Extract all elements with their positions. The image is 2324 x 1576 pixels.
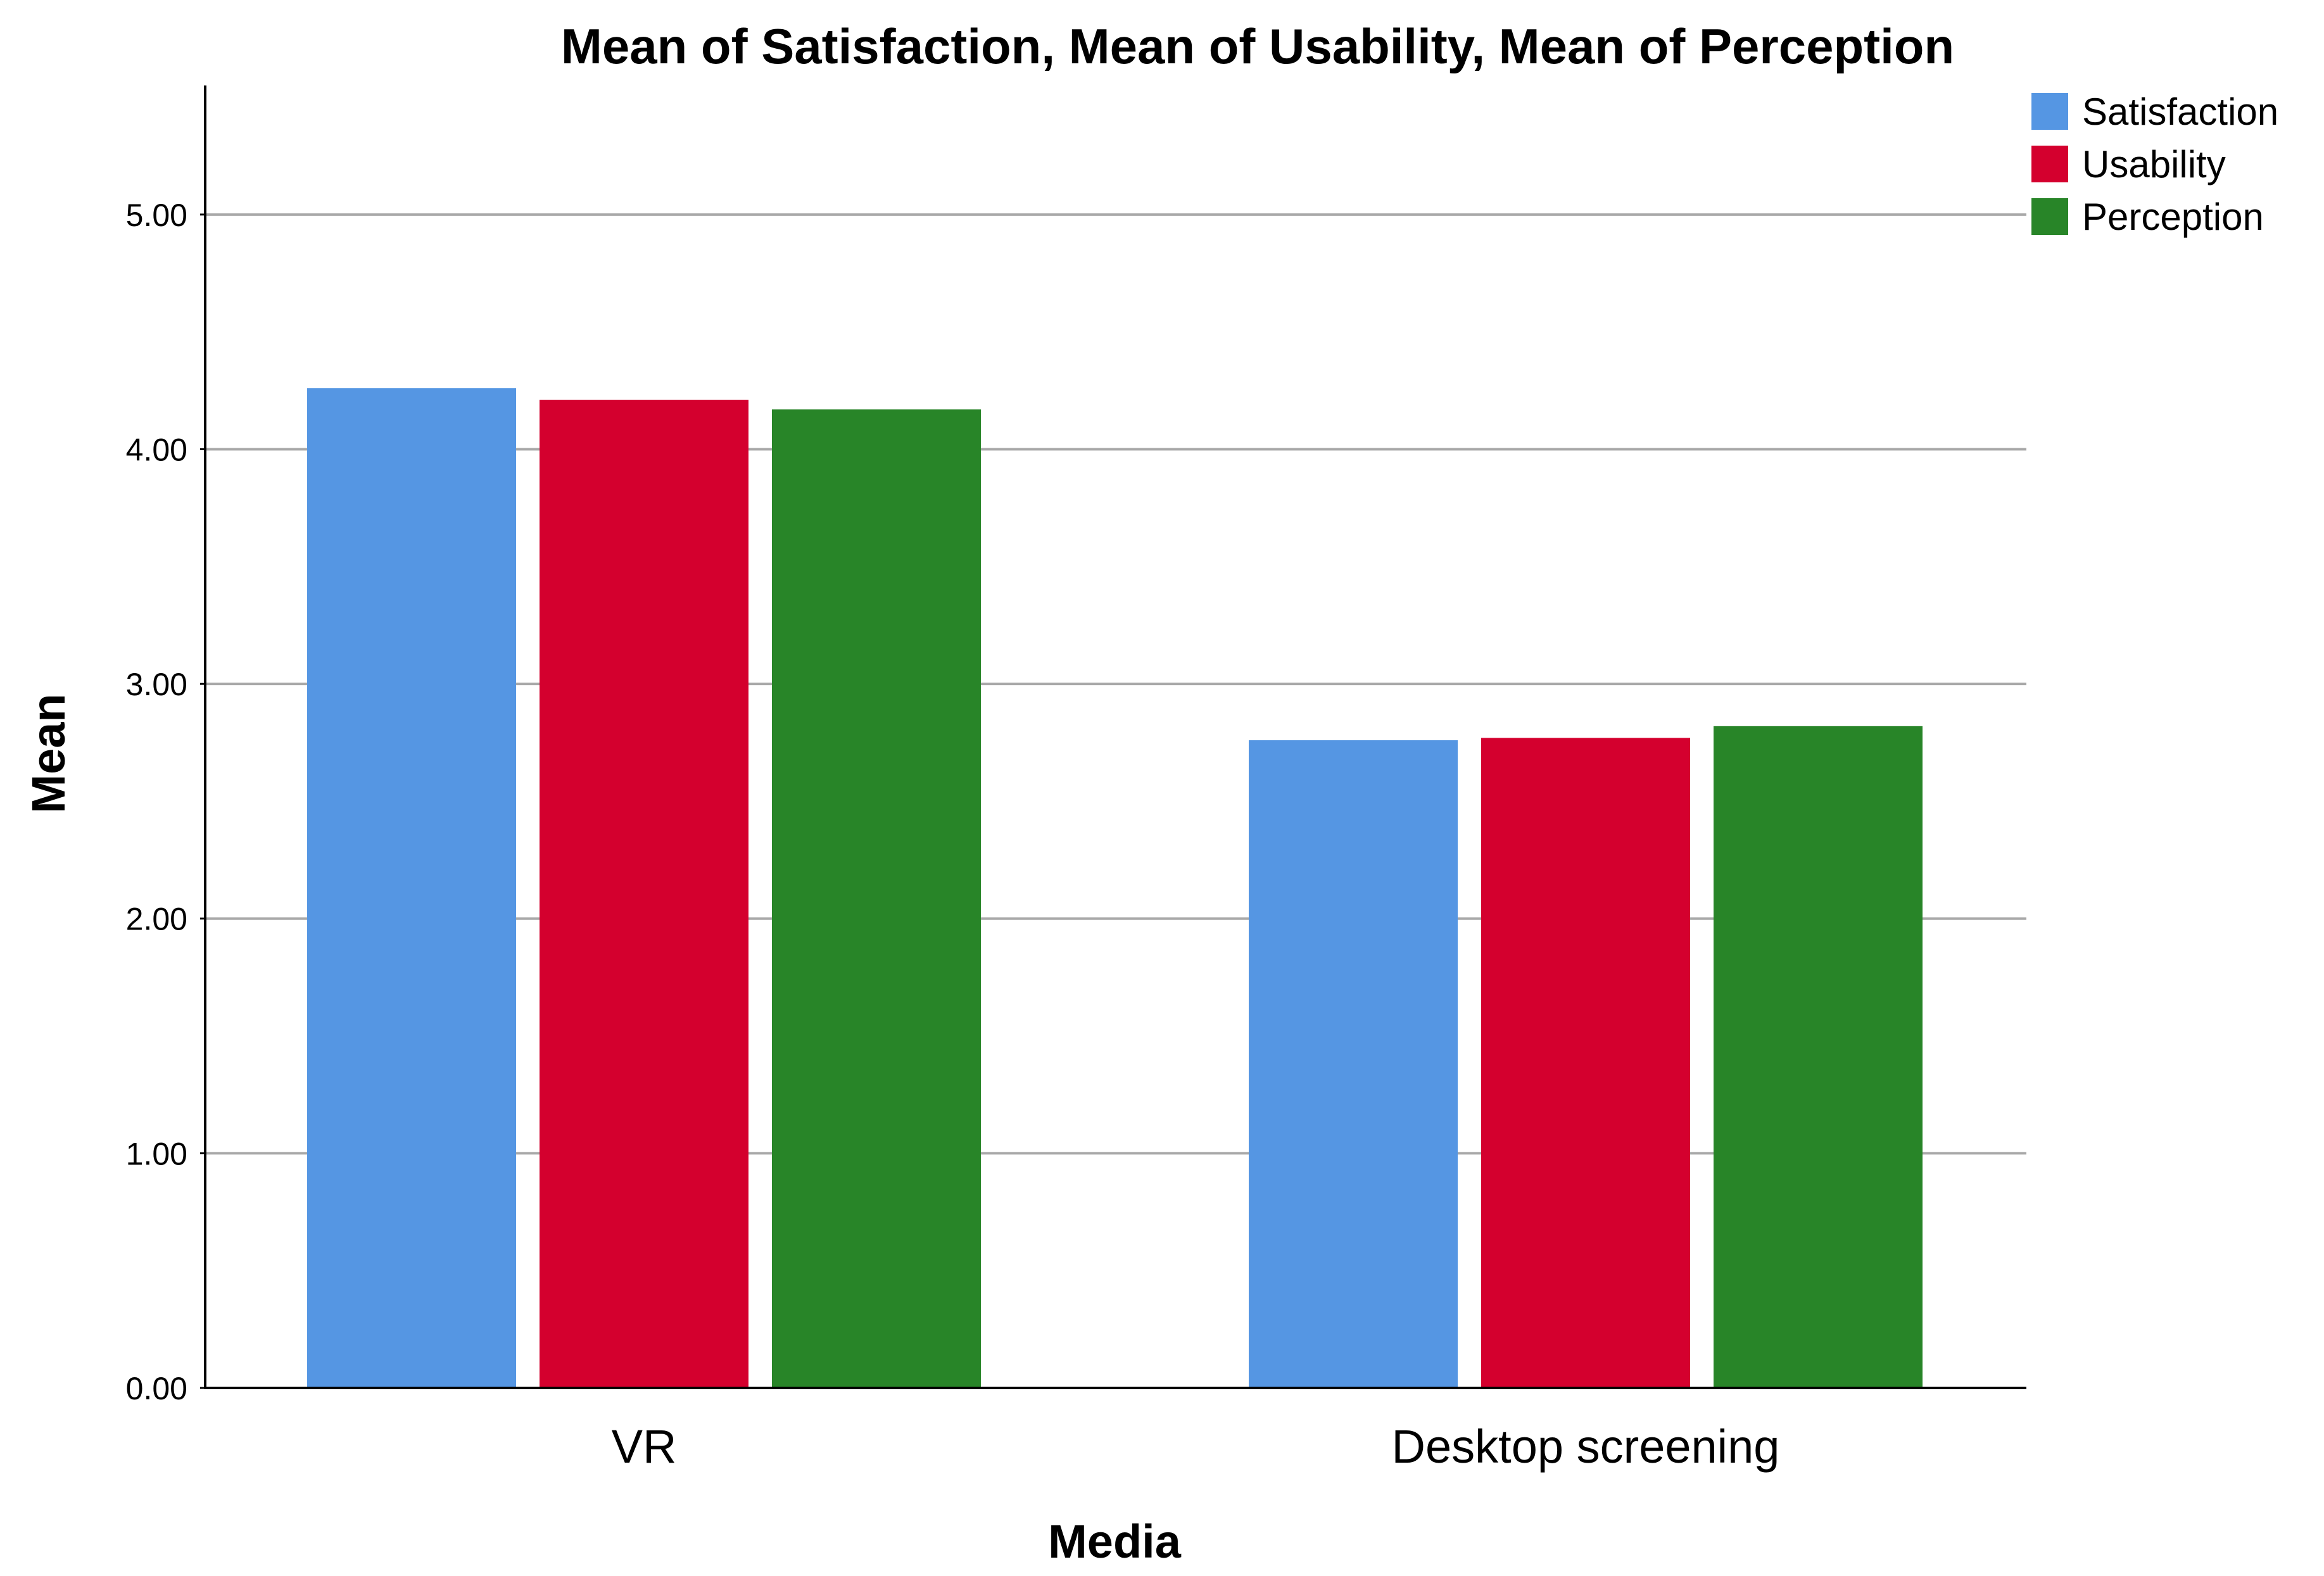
bar-usability-vr bbox=[540, 400, 748, 1388]
bar-perception-vr bbox=[772, 409, 981, 1389]
bar-satisfaction-desktop-screening bbox=[1249, 740, 1458, 1388]
axes bbox=[204, 85, 2026, 1389]
y-tick-label: 0.00 bbox=[126, 1371, 187, 1406]
legend: Satisfaction Usability Perception bbox=[2031, 91, 2278, 238]
legend-swatch-usability bbox=[2031, 146, 2068, 182]
y-tick-label: 3.00 bbox=[126, 667, 187, 702]
y-tick-label: 2.00 bbox=[126, 902, 187, 937]
legend-label-usability: Usability bbox=[2082, 143, 2226, 186]
y-tick-label: 4.00 bbox=[126, 432, 187, 467]
x-axis-title: Media bbox=[1048, 1515, 1182, 1568]
y-axis-title: Mean bbox=[22, 693, 75, 813]
bar-usability-desktop-screening bbox=[1481, 738, 1690, 1388]
legend-swatch-perception bbox=[2031, 198, 2068, 235]
bars bbox=[307, 388, 1923, 1389]
category-label: Desktop screening bbox=[1392, 1420, 1780, 1473]
y-tick-label: 1.00 bbox=[126, 1136, 187, 1171]
category-label: VR bbox=[612, 1420, 677, 1473]
legend-label-perception: Perception bbox=[2082, 196, 2264, 238]
y-tick-label: 5.00 bbox=[126, 198, 187, 233]
bar-perception-desktop-screening bbox=[1714, 726, 1923, 1388]
category-labels: VR Desktop screening bbox=[612, 1420, 1780, 1473]
legend-label-satisfaction: Satisfaction bbox=[2082, 91, 2278, 133]
y-tick-labels: 0.00 1.00 2.00 3.00 4.00 5.00 bbox=[126, 198, 205, 1406]
bar-satisfaction-vr bbox=[307, 388, 516, 1388]
legend-swatch-satisfaction bbox=[2031, 93, 2068, 130]
chart-title: Mean of Satisfaction, Mean of Usability,… bbox=[561, 18, 1954, 74]
